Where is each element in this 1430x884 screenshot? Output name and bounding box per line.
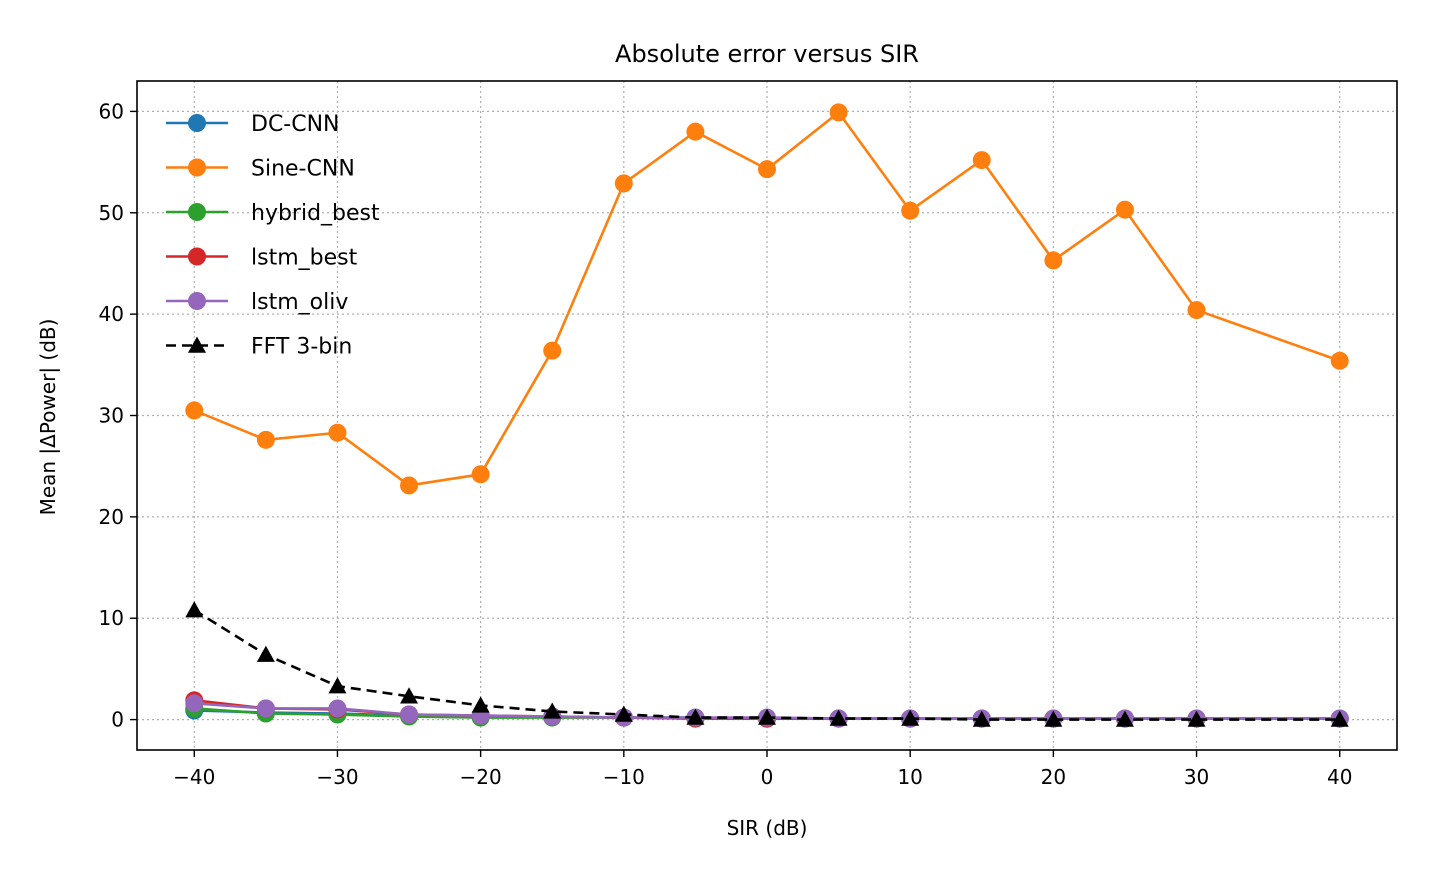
y-tick-label: 50 [99,201,124,225]
legend-marker-fft-3-bin [188,336,206,353]
plot-series [185,103,1349,728]
legend-marker-lstm-oliv [188,292,206,310]
data-point-fft-3-bin [328,677,347,694]
legend-label: lstm_oliv [251,290,348,315]
data-point-sine-cnn [1044,251,1063,270]
data-point-sine-cnn [471,465,490,484]
y-tick-label: 20 [99,505,124,529]
legend-item-hybrid-best: hybrid_best [166,201,380,226]
y-tick-label: 30 [99,404,124,428]
data-point-fft-3-bin [614,705,633,722]
y-tick-label: 60 [99,99,124,123]
data-point-fft-3-bin [1187,710,1206,727]
legend-item-lstm-oliv: lstm_oliv [166,290,348,315]
data-point-sine-cnn [758,160,776,179]
x-tick-label: 0 [761,765,774,789]
legend-label: Sine-CNN [251,157,355,182]
legend-label: hybrid_best [251,201,380,226]
data-point-fft-3-bin [901,709,920,726]
legend-marker-dc-cnn [188,114,206,132]
grid [137,81,1397,750]
data-point-sine-cnn [543,341,562,360]
data-point-sine-cnn [686,122,705,141]
legend: DC-CNN Sine-CNN hybrid_best lstm_best lstm_o… [166,112,380,360]
y-tick-label: 40 [99,302,124,326]
data-point-sine-cnn [1187,301,1206,320]
legend-item-dc-cnn: DC-CNN [166,112,340,137]
data-point-sine-cnn [972,151,991,170]
x-tick-label: 40 [1327,765,1352,789]
data-point-fft-3-bin [829,709,848,726]
data-point-sine-cnn [1330,351,1349,370]
y-tick-label: 0 [111,708,124,732]
legend-marker-lstm-best [188,247,206,266]
legend-label: lstm_best [251,246,358,271]
series-sine-cnn [185,103,1349,495]
data-point-sine-cnn [185,401,204,420]
data-point-fft-3-bin [686,708,705,725]
data-point-fft-3-bin [758,708,776,725]
data-point-lstm-oliv [400,705,419,724]
x-tick-label: 30 [1184,765,1209,789]
x-tick-label: −30 [316,765,358,789]
data-point-sine-cnn [901,201,920,220]
data-point-lstm-oliv [256,699,275,718]
legend-marker-sine-cnn [188,158,206,177]
data-point-lstm-oliv [328,699,347,718]
data-point-fft-3-bin [256,645,275,662]
y-axis-label: Mean |ΔPower| (dB) [36,319,60,516]
data-point-fft-3-bin [972,710,991,727]
legend-item-fft-3-bin: FFT 3-bin [166,335,352,360]
data-point-fft-3-bin [543,702,562,719]
data-point-fft-3-bin [185,601,204,618]
x-tick-label: −40 [173,765,215,789]
legend-item-lstm-best: lstm_best [166,246,358,271]
x-tick-label: −10 [603,765,645,789]
data-point-lstm-oliv [185,694,204,713]
data-point-sine-cnn [1115,200,1134,219]
axis-ticks: −40 −30 −20 −10 0 10 20 30 40 0 10 20 30 40 50 60 [99,99,1353,789]
data-point-fft-3-bin [471,696,490,713]
data-point-sine-cnn [829,103,848,122]
series-line-fft-3-bin [193,609,1340,721]
data-point-fft-3-bin [1115,710,1134,727]
data-point-sine-cnn [400,476,419,495]
series-fft-3-bin [185,601,1349,727]
y-tick-label: 10 [99,606,124,630]
x-tick-label: 10 [897,765,922,789]
x-tick-label: −20 [460,765,502,789]
legend-label: FFT 3-bin [251,335,352,360]
x-tick-label: 20 [1041,765,1066,789]
data-point-sine-cnn [614,174,633,193]
legend-item-sine-cnn: Sine-CNN [166,157,355,182]
series-line-sine-cnn [193,111,1341,487]
data-point-sine-cnn [256,430,275,449]
data-point-fft-3-bin [400,687,419,704]
data-point-sine-cnn [328,423,347,442]
data-point-fft-3-bin [1044,710,1063,727]
chart-title: Absolute error versus SIR [615,40,919,68]
data-point-fft-3-bin [1330,710,1349,727]
legend-label: DC-CNN [251,112,340,137]
x-axis-label: SIR (dB) [727,816,808,840]
legend-marker-hybrid-best [188,203,206,221]
